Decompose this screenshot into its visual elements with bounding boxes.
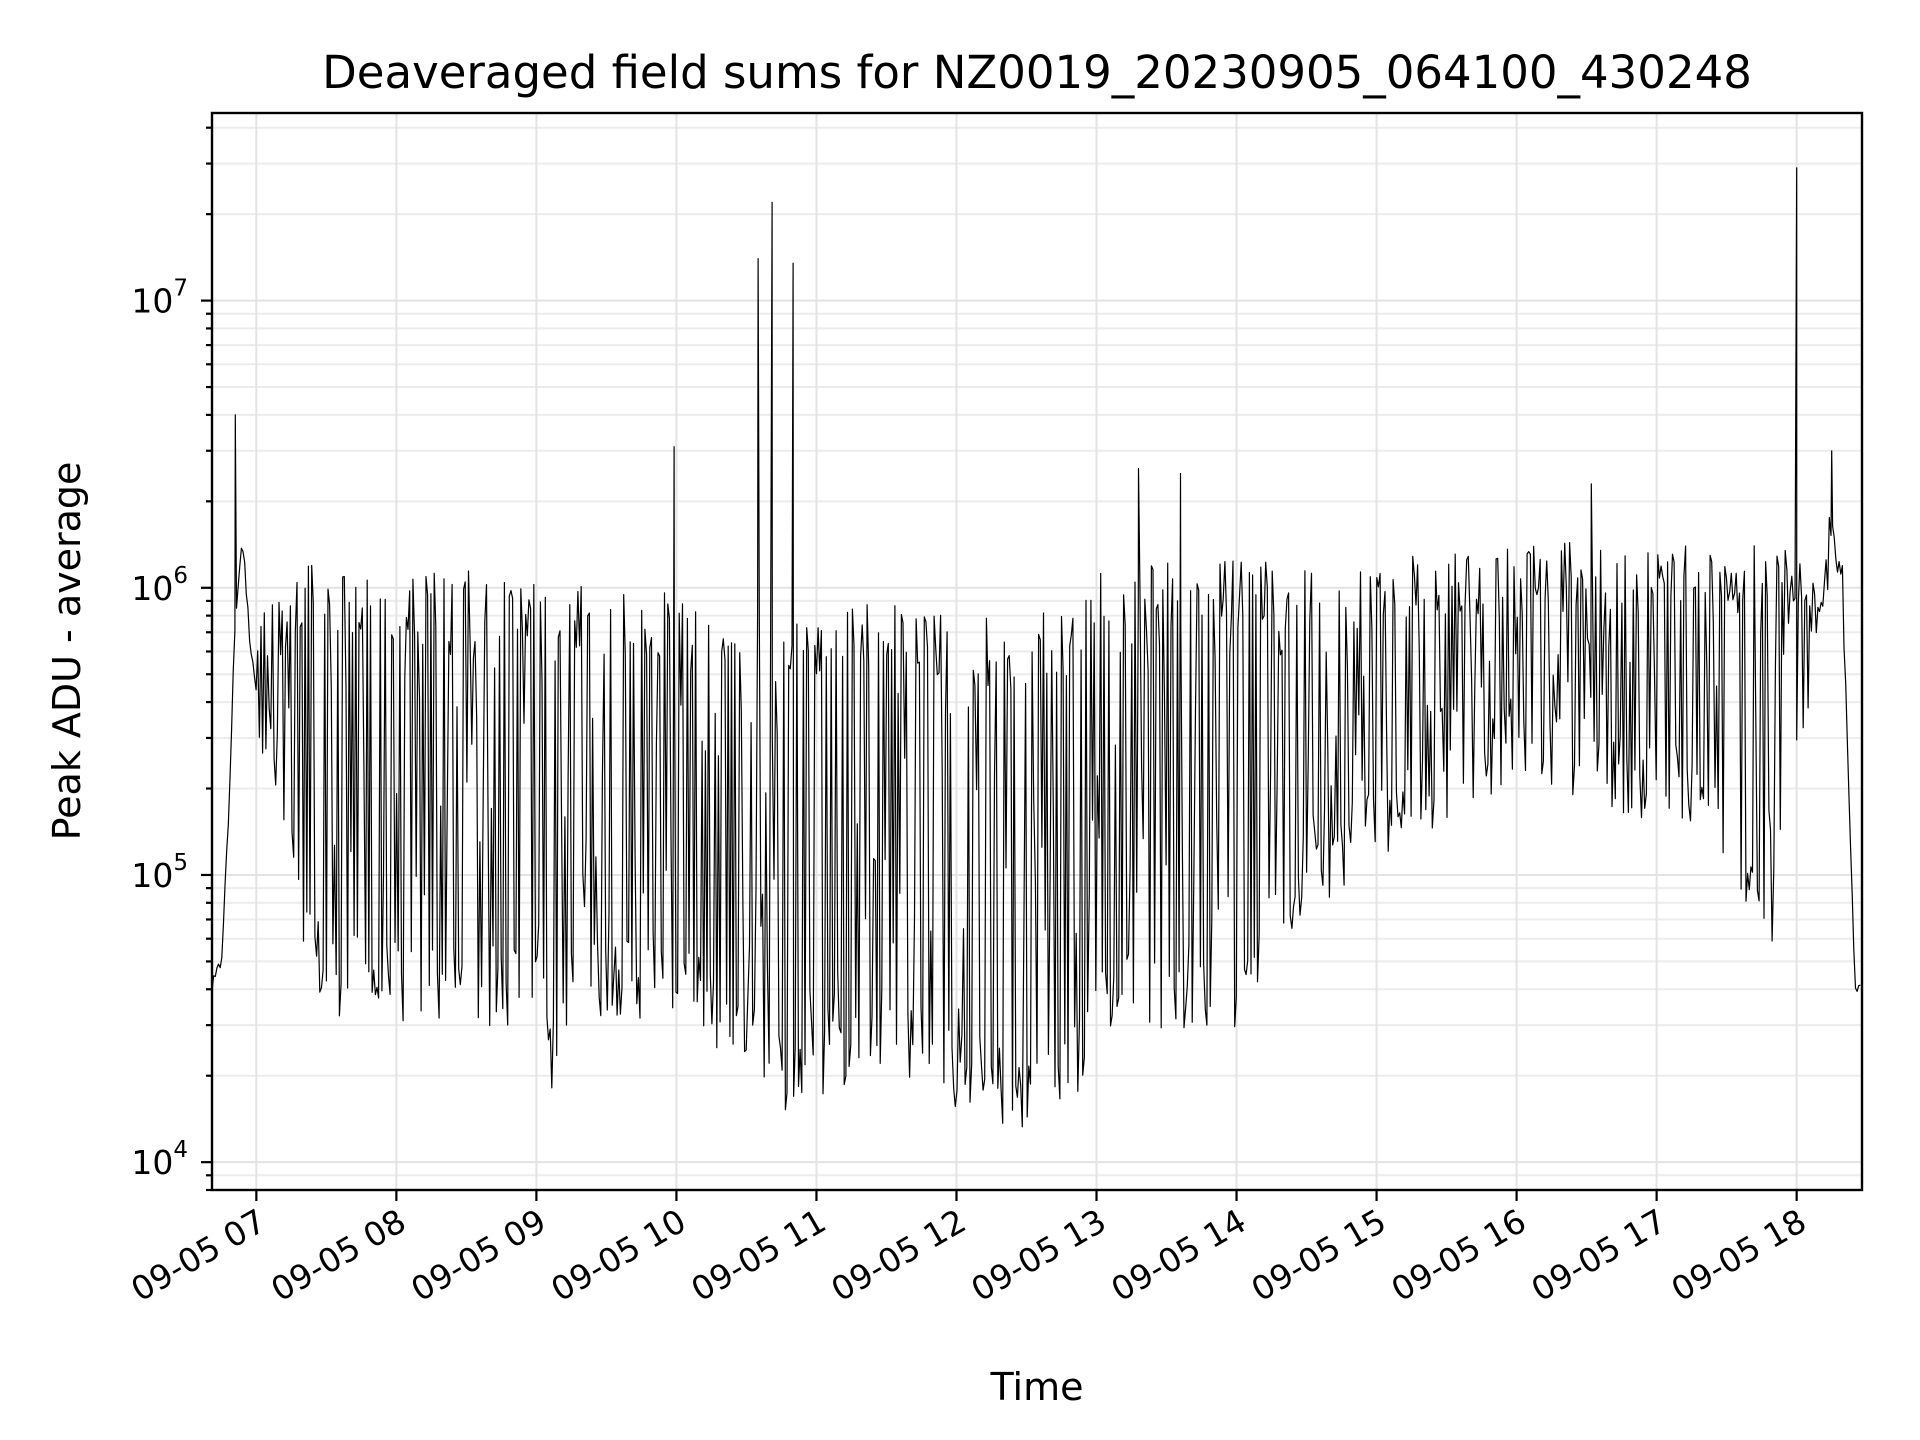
x-tick-label: 09-05 09: [404, 1201, 552, 1309]
x-tick-label: 09-05 11: [684, 1201, 832, 1309]
series-layer: [211, 167, 1861, 1128]
x-tick-label: 09-05 14: [1105, 1201, 1253, 1309]
y-tick-label: 106: [131, 563, 188, 608]
y-tick-label: 105: [131, 850, 188, 895]
x-tick-label: 09-05 16: [1385, 1201, 1533, 1309]
x-axis-label: Time: [990, 1365, 1084, 1409]
x-tick-label: 09-05 10: [544, 1201, 692, 1309]
x-tick-label: 09-05 08: [264, 1201, 412, 1309]
series-line: [211, 167, 1861, 1128]
x-tick-label: 09-05 17: [1525, 1201, 1673, 1309]
x-tick-label: 09-05 12: [824, 1201, 972, 1309]
x-tick-label: 09-05 15: [1245, 1201, 1393, 1309]
y-axis: 104 105 106 107: [131, 126, 212, 1192]
x-tick-label: 09-05 18: [1665, 1201, 1813, 1309]
chart-title: Deaveraged field sums for NZ0019_2023090…: [322, 46, 1752, 99]
y-tick-label: 104: [131, 1137, 188, 1182]
y-axis-label: Peak ADU - average: [45, 462, 89, 841]
x-tick-label: 09-05 13: [965, 1201, 1113, 1309]
y-tick-label: 107: [131, 276, 188, 321]
x-tick-label: 09-05 07: [124, 1201, 272, 1309]
